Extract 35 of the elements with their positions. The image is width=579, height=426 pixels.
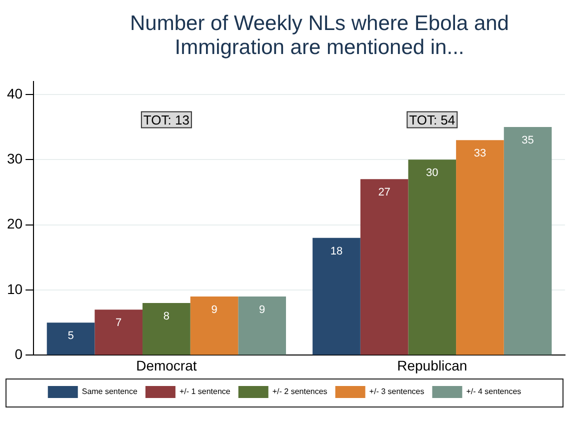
bar: [238, 296, 286, 355]
bar: [190, 296, 238, 355]
annotation: TOT: 13: [143, 112, 190, 128]
legend-label: +/- 4 sentences: [466, 387, 522, 396]
chart-title: Number of Weekly NLs where Ebola and Immigration are mentioned in...: [129, 11, 510, 61]
y-tick-label: 20: [6, 216, 23, 232]
bar: [456, 140, 504, 355]
legend-label: +/- 3 sentences: [369, 387, 424, 396]
y-tick-label: 0: [14, 346, 23, 362]
data-label: 30: [426, 167, 438, 180]
data-label: 18: [330, 245, 343, 258]
data-label: 33: [474, 148, 486, 160]
data-label: 27: [378, 186, 390, 199]
bar: [504, 127, 552, 355]
legend-label: Same sentence: [82, 387, 138, 396]
x-tick-label: Democrat: [136, 357, 197, 374]
bar: [312, 238, 360, 355]
data-label: 9: [259, 304, 266, 316]
y-tick-label: 10: [6, 280, 23, 297]
data-label: 9: [211, 304, 218, 316]
x-tick-label: Republican: [397, 357, 468, 374]
legend-label: +/- 1 sentence: [179, 387, 231, 396]
data-label: 7: [116, 317, 122, 330]
data-label: 5: [68, 330, 74, 342]
bar: [94, 310, 143, 355]
annotation: TOT: 54: [409, 112, 456, 128]
data-label: 35: [522, 134, 534, 147]
bar: [142, 303, 190, 355]
data-label: 8: [163, 310, 170, 323]
bar: [408, 160, 456, 355]
y-tick-label: 30: [6, 150, 23, 166]
bar: [360, 179, 408, 355]
bar: [46, 322, 95, 355]
legend-label: +/- 2 sentences: [272, 387, 328, 396]
y-tick-label: 40: [6, 85, 23, 102]
